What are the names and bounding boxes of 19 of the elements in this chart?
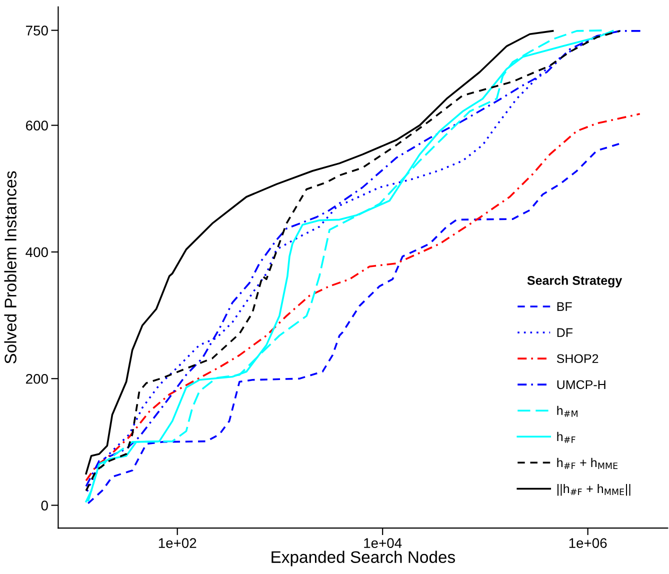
y-tick-label: 600 [26,120,48,130]
legend-label: h$_{#M}$ [557,406,578,417]
y-tick-label: 200 [26,374,48,384]
y-tick-label: 400 [26,247,48,258]
legend-label: h$_{#F}$ [557,432,576,443]
y-tick-label: 0 [41,500,48,510]
legend-label: UMCP-H [557,380,606,390]
x-tick-label: 1e+02 [158,538,196,548]
legend-label: h$_{#F}$ + h$_{MME}$ [557,458,618,469]
legend-label: ||h$_{#F}$ + h$_{MME}$|| [557,484,630,496]
legend-label: SHOP2 [556,354,598,364]
legend-title: Search Strategy [527,276,622,288]
y-axis-title: Solved Problem Instances [4,171,16,364]
y-tick-label: 750 [26,26,48,36]
x-tick-label: 1e+04 [364,538,402,548]
x-tick-label: 1e+06 [569,538,607,548]
legend-label: BF [557,302,572,311]
x-axis-title: Expanded Search Nodes [272,550,455,566]
legend-label: DF [557,328,573,337]
